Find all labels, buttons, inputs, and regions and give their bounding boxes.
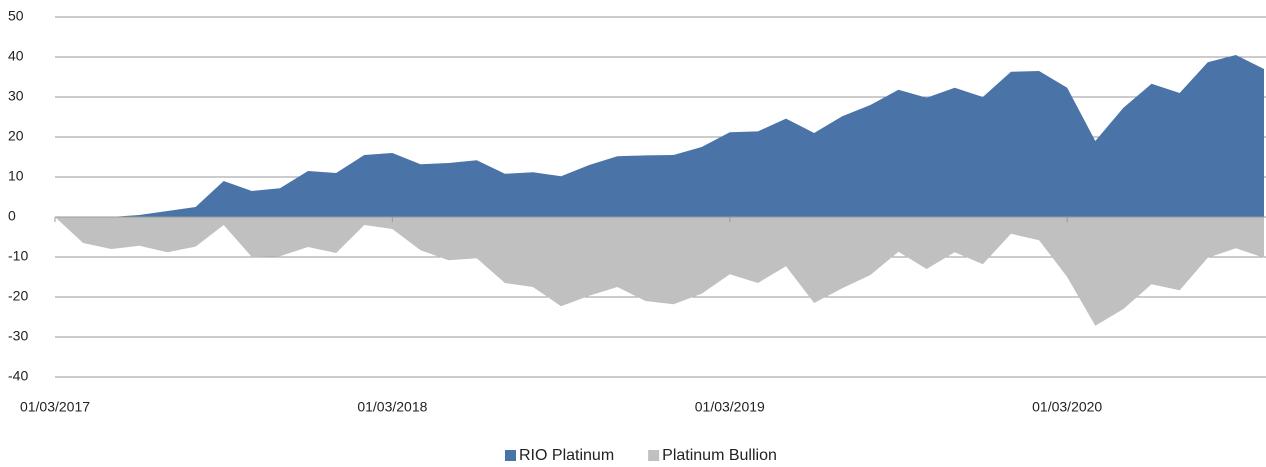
y-tick-label: 10 <box>8 168 24 184</box>
x-tick-label: 01/03/2019 <box>695 399 765 415</box>
y-tick-label: 40 <box>8 48 24 64</box>
x-tick-label: 01/03/2020 <box>1032 399 1102 415</box>
x-tick-label: 01/03/2018 <box>357 399 427 415</box>
y-tick-label: -20 <box>8 288 28 304</box>
y-tick-label: 20 <box>8 128 24 144</box>
x-tick-label: 01/03/2017 <box>20 399 90 415</box>
y-tick-label: 0 <box>8 208 16 224</box>
y-tick-label: -30 <box>8 328 28 344</box>
y-tick-label: 30 <box>8 88 24 104</box>
y-tick-label: -10 <box>8 248 28 264</box>
legend-swatch <box>505 450 516 461</box>
y-tick-label: 50 <box>8 8 24 24</box>
area <box>55 217 1264 326</box>
legend-swatch <box>648 450 660 461</box>
area <box>55 55 1264 217</box>
legend-label: Platinum Bullion <box>662 447 777 464</box>
y-tick-label: -40 <box>8 368 28 384</box>
legend-label: RIO Platinum <box>519 447 614 464</box>
